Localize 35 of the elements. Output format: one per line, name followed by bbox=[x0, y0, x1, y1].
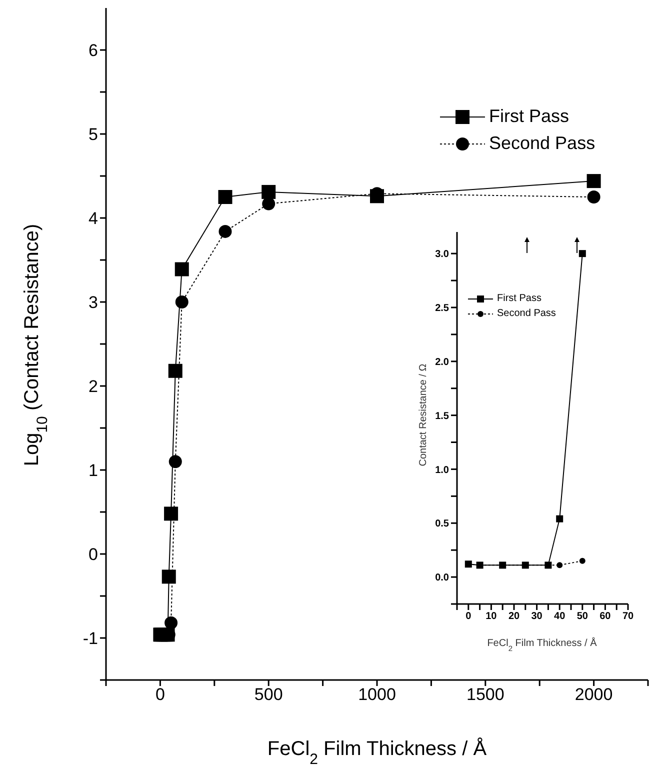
x-tick-label: 2000 bbox=[574, 685, 613, 704]
y-tick-label: 3.0 bbox=[435, 249, 450, 260]
x-axis-title: FeCl$_{2}$ Film Thickness / Å bbox=[487, 637, 598, 652]
x-tick-label: 500 bbox=[254, 685, 283, 704]
legend-label: First Pass bbox=[497, 293, 542, 304]
y-tick-label: 1 bbox=[88, 461, 98, 480]
x-tick-label: 20 bbox=[508, 611, 520, 622]
x-tick-label: 60 bbox=[600, 611, 612, 622]
y-tick-label: 0 bbox=[88, 545, 98, 564]
y-tick-label: 2.0 bbox=[435, 356, 450, 368]
legend-label: First Pass bbox=[489, 106, 570, 127]
y-tick-label: 6 bbox=[88, 41, 98, 60]
y-tick-label: 0.5 bbox=[435, 518, 450, 530]
x-axis-title: FeCl$_{2}$ Film Thickness / Å bbox=[267, 737, 488, 768]
legend-label: Second Pass bbox=[497, 308, 556, 319]
x-tick-label: 40 bbox=[554, 611, 566, 622]
y-tick-label: 2 bbox=[88, 377, 98, 396]
x-tick-label: 0 bbox=[466, 611, 472, 622]
x-tick-label: 70 bbox=[622, 611, 634, 622]
x-tick-label: 0 bbox=[155, 685, 165, 704]
x-tick-label: 50 bbox=[576, 611, 588, 622]
y-tick-label: -1 bbox=[82, 629, 98, 648]
x-tick-label: 10 bbox=[486, 611, 498, 622]
y-tick-label: 2.5 bbox=[435, 303, 450, 314]
y-tick-label: 1.5 bbox=[435, 410, 450, 422]
x-tick-label: 30 bbox=[531, 611, 543, 622]
y-axis-title: Contact Resistance / Ω bbox=[418, 363, 429, 466]
y-tick-label: 4 bbox=[88, 209, 98, 228]
y-tick-label: 0.0 bbox=[435, 572, 450, 584]
legend-label: Second Pass bbox=[489, 133, 596, 154]
y-tick-label: 5 bbox=[88, 125, 98, 144]
x-tick-label: 1500 bbox=[466, 685, 504, 704]
y-tick-label: 1.0 bbox=[435, 464, 450, 476]
x-tick-label: 1000 bbox=[358, 685, 396, 704]
y-tick-label: 3 bbox=[88, 293, 98, 312]
